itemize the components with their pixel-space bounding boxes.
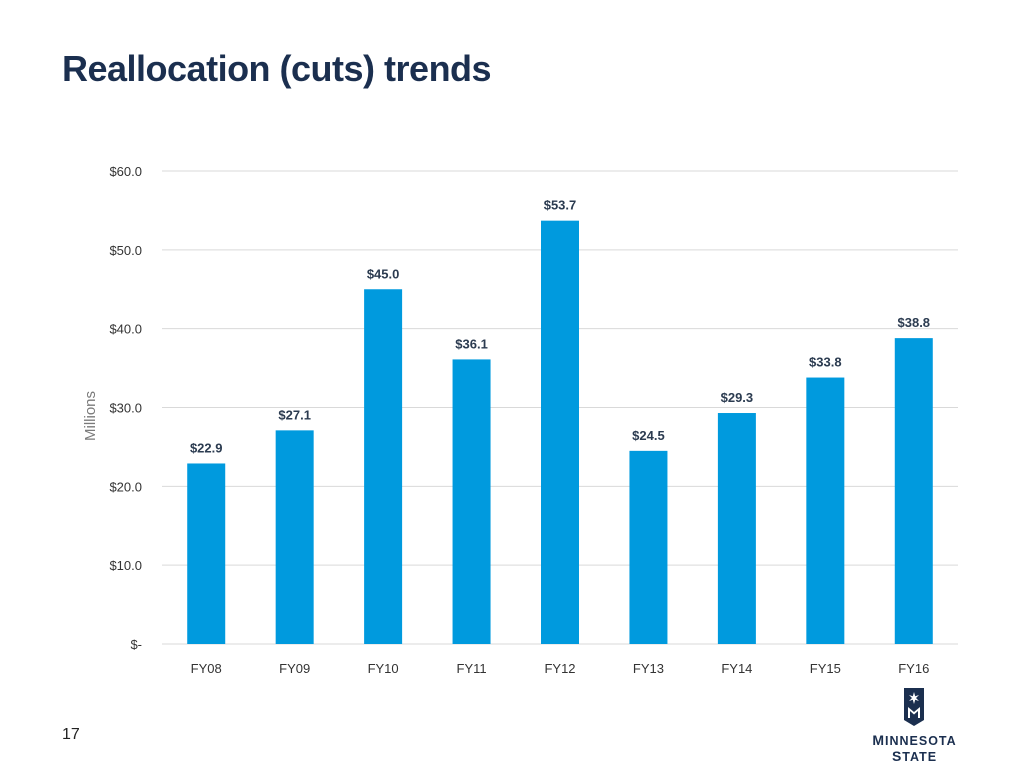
y-tick-label: $30.0 [109,401,142,416]
y-axis-ticks: $- $10.0 $20.0 $30.0 $40.0 $50.0 $60.0 [109,164,142,652]
bar-fy14 [717,413,756,644]
x-category-label: FY16 [898,661,929,676]
minnesota-state-logo: MINNESOTA STATE [852,688,977,764]
data-label: $29.3 [721,390,754,405]
x-category-label: FY10 [368,661,399,676]
data-label: $27.1 [278,407,311,422]
bar-fy15 [806,377,845,644]
data-label: $22.9 [190,440,223,455]
data-label: $24.5 [632,428,665,443]
data-label: $38.8 [898,315,931,330]
bar-fy16 [894,338,933,644]
data-label: $45.0 [367,266,400,281]
x-category-label: FY08 [191,661,222,676]
data-label: $33.8 [809,355,842,370]
bar-fy09 [275,430,314,644]
data-labels: $22.9 $27.1 $45.0 $36.1 $53.7 $24.5 $29.3 $33.8… [190,198,930,456]
bar-fy11 [452,359,491,644]
y-tick-label: $60.0 [109,164,142,179]
x-category-label: FY13 [633,661,664,676]
page-number: 17 [62,726,80,743]
x-axis-categories: FY08 FY09 FY10 FY11 FY12 FY13 FY14 FY15 FY16 [191,661,930,676]
y-tick-label: $10.0 [109,558,142,573]
page-title: Reallocation (cuts) trends [62,48,492,89]
y-tick-label: $- [130,637,142,652]
y-axis-title: Millions [82,391,99,441]
bar-fy10 [364,289,403,644]
data-label: $53.7 [544,198,577,213]
bar-fy12 [541,220,579,645]
x-category-label: FY15 [810,661,841,676]
x-category-label: FY11 [457,661,487,676]
y-tick-label: $50.0 [109,243,142,258]
x-category-label: FY09 [279,661,310,676]
star-m-logo-icon [904,688,924,726]
y-tick-label: $40.0 [109,322,142,337]
x-category-label: FY14 [721,661,752,676]
x-category-label: FY12 [544,661,575,676]
logo-text: MINNESOTA STATE [872,732,957,764]
bar-fy13 [629,450,668,644]
bars [187,220,933,645]
y-tick-label: $20.0 [109,479,142,494]
data-label: $36.1 [455,336,488,351]
bar-fy08 [187,463,226,644]
